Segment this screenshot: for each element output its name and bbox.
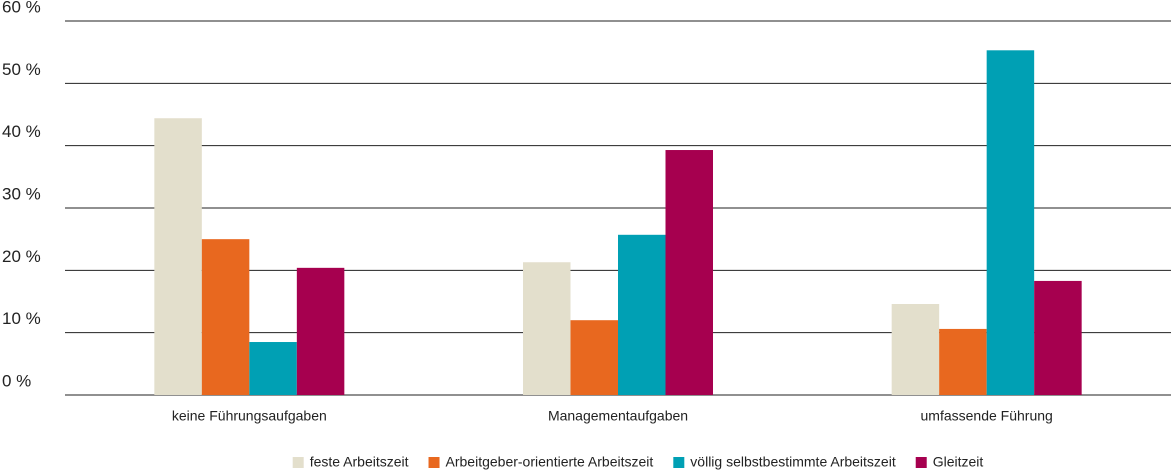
legend-swatch bbox=[673, 457, 685, 468]
bar bbox=[618, 234, 666, 395]
legend-label: feste Arbeitszeit bbox=[310, 454, 409, 470]
y-tick-label: 50 % bbox=[2, 60, 41, 79]
bar bbox=[154, 118, 202, 396]
legend-swatch bbox=[428, 457, 440, 468]
x-tick-label: umfassende Führung bbox=[921, 408, 1053, 424]
bar bbox=[891, 303, 940, 395]
x-tick-label: Managementaufgaben bbox=[548, 408, 688, 424]
bar bbox=[570, 320, 618, 395]
bar bbox=[939, 328, 987, 395]
y-tick-label: 60 % bbox=[2, 0, 41, 16]
y-tick-label: 0 % bbox=[2, 371, 31, 390]
y-tick-label: 20 % bbox=[2, 247, 41, 266]
bar bbox=[296, 267, 345, 395]
legend-label: völlig selbstbestimmte Arbeitszeit bbox=[690, 454, 896, 470]
legend-swatch bbox=[915, 457, 927, 468]
legend-label: Gleitzeit bbox=[933, 454, 984, 470]
bar bbox=[523, 262, 571, 395]
bar bbox=[986, 50, 1035, 396]
bar bbox=[249, 342, 297, 395]
y-tick-label: 10 % bbox=[2, 309, 41, 328]
legend-swatch bbox=[292, 457, 304, 468]
bar bbox=[665, 150, 713, 395]
bar bbox=[201, 239, 250, 395]
bar bbox=[1034, 280, 1082, 395]
legend-label: Arbeitgeber-orientierte Arbeitszeit bbox=[446, 454, 654, 470]
x-tick-label: keine Führungsaufgaben bbox=[172, 408, 327, 424]
y-tick-label: 30 % bbox=[2, 184, 41, 203]
y-tick-label: 40 % bbox=[2, 122, 41, 141]
